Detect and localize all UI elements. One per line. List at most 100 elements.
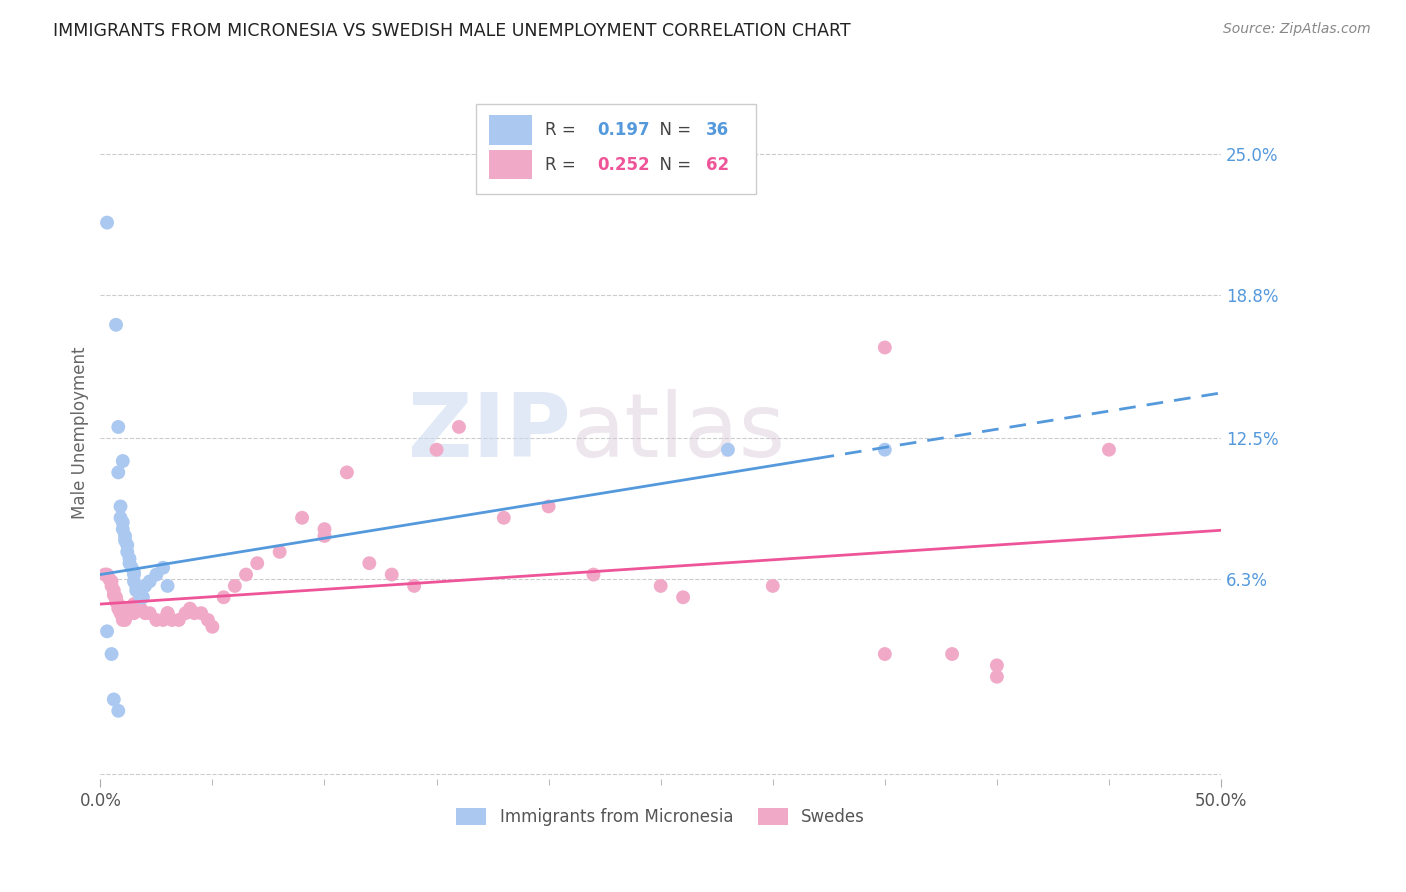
- Point: [118, 601, 141, 615]
- Point: [190, 606, 212, 620]
- Point: [105, 595, 128, 609]
- Point: [117, 545, 139, 559]
- Point: [986, 670, 1008, 684]
- Point: [425, 442, 447, 457]
- Point: [122, 567, 145, 582]
- Point: [111, 454, 134, 468]
- Point: [160, 613, 183, 627]
- Point: [110, 500, 132, 514]
- Text: N =: N =: [650, 121, 697, 139]
- Point: [127, 583, 149, 598]
- Point: [167, 613, 190, 627]
- Point: [129, 601, 152, 615]
- Text: N =: N =: [650, 155, 697, 174]
- Point: [107, 420, 129, 434]
- Point: [134, 579, 156, 593]
- Point: [762, 579, 785, 593]
- Point: [121, 560, 143, 574]
- Text: 0.197: 0.197: [596, 121, 650, 139]
- Point: [224, 579, 246, 593]
- Text: R =: R =: [546, 121, 581, 139]
- Text: 0.252: 0.252: [596, 155, 650, 174]
- Point: [183, 606, 205, 620]
- Point: [152, 560, 174, 574]
- Y-axis label: Male Unemployment: Male Unemployment: [72, 346, 89, 519]
- FancyBboxPatch shape: [489, 115, 531, 145]
- Point: [117, 538, 139, 552]
- Legend: Immigrants from Micronesia, Swedes: Immigrants from Micronesia, Swedes: [450, 801, 872, 833]
- Point: [107, 597, 129, 611]
- Point: [103, 692, 125, 706]
- Point: [336, 466, 359, 480]
- Point: [152, 613, 174, 627]
- Point: [492, 510, 515, 524]
- Point: [156, 579, 179, 593]
- Point: [96, 624, 118, 639]
- FancyBboxPatch shape: [475, 103, 756, 194]
- Point: [941, 647, 963, 661]
- Point: [138, 574, 160, 589]
- Point: [174, 606, 197, 620]
- Point: [212, 591, 235, 605]
- Point: [111, 613, 134, 627]
- Point: [100, 579, 122, 593]
- Point: [672, 591, 695, 605]
- Point: [111, 610, 134, 624]
- Point: [129, 591, 152, 605]
- Point: [447, 420, 470, 434]
- Point: [269, 545, 291, 559]
- Point: [156, 606, 179, 620]
- Point: [111, 606, 134, 620]
- Point: [103, 583, 125, 598]
- Point: [107, 601, 129, 615]
- Point: [156, 606, 179, 620]
- Point: [201, 620, 224, 634]
- Point: [98, 572, 121, 586]
- Point: [111, 516, 134, 530]
- Text: Source: ZipAtlas.com: Source: ZipAtlas.com: [1223, 22, 1371, 37]
- Text: atlas: atlas: [571, 389, 786, 476]
- Point: [118, 551, 141, 566]
- Point: [314, 529, 336, 543]
- Point: [114, 529, 136, 543]
- Point: [110, 601, 132, 615]
- Point: [179, 601, 201, 615]
- Point: [138, 606, 160, 620]
- Point: [96, 567, 118, 582]
- Point: [537, 500, 560, 514]
- Point: [132, 591, 155, 605]
- Point: [1098, 442, 1121, 457]
- Point: [381, 567, 404, 582]
- Point: [94, 567, 117, 582]
- Point: [582, 567, 605, 582]
- FancyBboxPatch shape: [489, 150, 531, 179]
- Point: [96, 216, 118, 230]
- Text: ZIP: ZIP: [408, 389, 571, 476]
- Point: [100, 647, 122, 661]
- Point: [134, 606, 156, 620]
- Point: [197, 613, 219, 627]
- Point: [122, 597, 145, 611]
- Point: [125, 579, 148, 593]
- Point: [107, 704, 129, 718]
- Point: [717, 442, 740, 457]
- Point: [122, 606, 145, 620]
- Point: [145, 567, 167, 582]
- Point: [125, 583, 148, 598]
- Point: [114, 533, 136, 548]
- Text: R =: R =: [546, 155, 581, 174]
- Point: [129, 588, 152, 602]
- Point: [111, 522, 134, 536]
- Point: [359, 556, 381, 570]
- Point: [117, 606, 139, 620]
- Point: [235, 567, 257, 582]
- Text: IMMIGRANTS FROM MICRONESIA VS SWEDISH MALE UNEMPLOYMENT CORRELATION CHART: IMMIGRANTS FROM MICRONESIA VS SWEDISH MA…: [53, 22, 851, 40]
- Point: [873, 341, 896, 355]
- Point: [873, 647, 896, 661]
- Point: [122, 574, 145, 589]
- Text: 36: 36: [706, 121, 728, 139]
- Point: [404, 579, 426, 593]
- Point: [105, 591, 128, 605]
- Point: [650, 579, 672, 593]
- Point: [107, 466, 129, 480]
